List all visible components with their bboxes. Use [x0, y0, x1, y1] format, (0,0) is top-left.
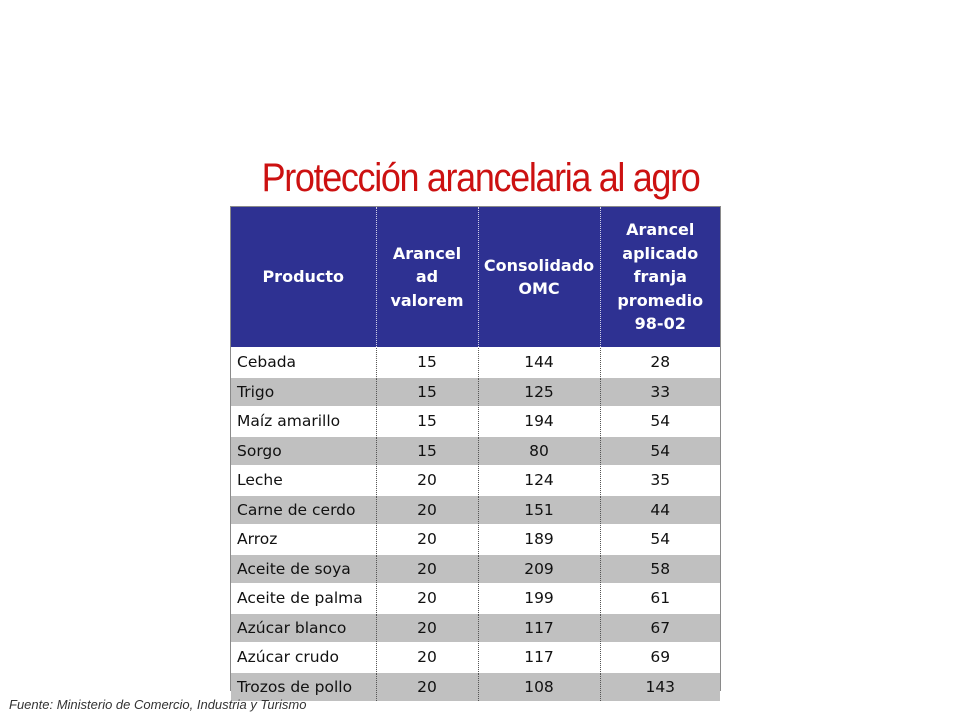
cell-arancel-ad-valorem: 20: [376, 524, 479, 554]
table-row: Aceite de palma 20 199 61: [231, 583, 720, 613]
cell-arancel-aplicado: 54: [600, 524, 720, 554]
cell-arancel-aplicado: 33: [600, 376, 720, 407]
table-row: Leche 20 124 35: [231, 465, 720, 495]
cell-producto: Aceite de soya: [231, 553, 377, 584]
table-row: Arroz 20 189 54: [231, 524, 720, 554]
cell-consolidado-omc: 117: [478, 642, 601, 672]
table-header-row: Producto Arancel ad valorem Consolidado …: [231, 207, 720, 348]
table-row: Trozos de pollo 20 108 143: [231, 671, 720, 701]
table-row: Sorgo 15 80 54: [231, 435, 720, 466]
tariff-table: Producto Arancel ad valorem Consolidado …: [231, 207, 720, 701]
page-title: Protección arancelaria al agro: [261, 156, 701, 200]
cell-consolidado-omc: 124: [478, 465, 601, 495]
cell-consolidado-omc: 189: [478, 524, 601, 554]
cell-producto: Aceite de palma: [231, 583, 377, 613]
cell-consolidado-omc: 151: [478, 494, 601, 525]
cell-arancel-aplicado: 58: [600, 553, 720, 584]
cell-consolidado-omc: 125: [478, 376, 601, 407]
table-row: Cebada 15 144 28: [231, 347, 720, 377]
cell-arancel-ad-valorem: 20: [376, 494, 479, 525]
cell-arancel-ad-valorem: 15: [376, 435, 479, 466]
cell-arancel-ad-valorem: 20: [376, 465, 479, 495]
cell-consolidado-omc: 199: [478, 583, 601, 613]
cell-consolidado-omc: 194: [478, 406, 601, 436]
cell-producto: Carne de cerdo: [231, 494, 377, 525]
cell-arancel-ad-valorem: 20: [376, 642, 479, 672]
cell-arancel-ad-valorem: 15: [376, 376, 479, 407]
cell-consolidado-omc: 80: [478, 435, 601, 466]
cell-producto: Arroz: [231, 524, 377, 554]
cell-arancel-aplicado: 67: [600, 612, 720, 643]
cell-arancel-ad-valorem: 20: [376, 671, 479, 701]
table-row: Maíz amarillo 15 194 54: [231, 406, 720, 436]
cell-producto: Trigo: [231, 376, 377, 407]
cell-producto: Azúcar crudo: [231, 642, 377, 672]
cell-producto: Maíz amarillo: [231, 406, 377, 436]
table-row: Azúcar blanco 20 117 67: [231, 612, 720, 643]
column-header-arancel-aplicado: Arancel aplicado franja promedio 98-02: [600, 207, 720, 348]
cell-arancel-aplicado: 61: [600, 583, 720, 613]
cell-consolidado-omc: 144: [478, 347, 601, 377]
column-header-consolidado-omc: Consolidado OMC: [478, 207, 601, 348]
cell-arancel-ad-valorem: 20: [376, 612, 479, 643]
cell-producto: Cebada: [231, 347, 377, 377]
tariff-table-frame: Producto Arancel ad valorem Consolidado …: [230, 206, 721, 701]
cell-arancel-aplicado: 35: [600, 465, 720, 495]
cell-arancel-ad-valorem: 15: [376, 347, 479, 377]
cell-arancel-ad-valorem: 20: [376, 583, 479, 613]
source-note: Fuente: Ministerio de Comercio, Industri…: [9, 697, 307, 712]
cell-arancel-aplicado: 54: [600, 435, 720, 466]
cell-arancel-ad-valorem: 15: [376, 406, 479, 436]
cell-producto: Leche: [231, 465, 377, 495]
cell-arancel-aplicado: 28: [600, 347, 720, 377]
table-row: Trigo 15 125 33: [231, 376, 720, 407]
column-header-arancel-ad-valorem: Arancel ad valorem: [376, 207, 479, 348]
cell-arancel-aplicado: 143: [600, 671, 720, 701]
table-row: Aceite de soya 20 209 58: [231, 553, 720, 584]
cell-producto: Trozos de pollo: [231, 671, 377, 701]
table-body: Cebada 15 144 28 Trigo 15 125 33 Maíz amarillo 15…: [231, 347, 720, 701]
table-row: Azúcar crudo 20 117 69: [231, 642, 720, 672]
table-row: Carne de cerdo 20 151 44: [231, 494, 720, 525]
cell-consolidado-omc: 117: [478, 612, 601, 643]
cell-producto: Sorgo: [231, 435, 377, 466]
cell-arancel-aplicado: 69: [600, 642, 720, 672]
cell-arancel-aplicado: 44: [600, 494, 720, 525]
cell-consolidado-omc: 209: [478, 553, 601, 584]
cell-consolidado-omc: 108: [478, 671, 601, 701]
column-header-producto: Producto: [231, 207, 377, 348]
cell-arancel-ad-valorem: 20: [376, 553, 479, 584]
cell-arancel-aplicado: 54: [600, 406, 720, 436]
cell-producto: Azúcar blanco: [231, 612, 377, 643]
